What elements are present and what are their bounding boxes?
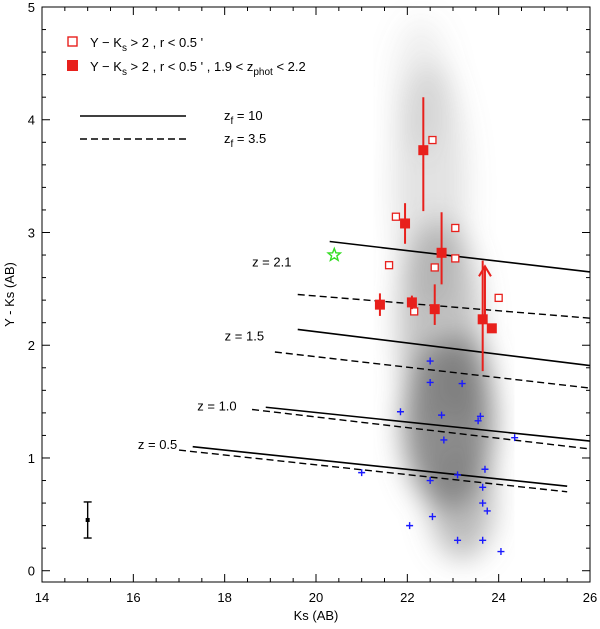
plus-point — [440, 436, 448, 444]
legend-text-part: = 10 — [233, 108, 262, 123]
typical-error-point — [85, 517, 90, 522]
filled-square-point — [429, 304, 440, 315]
legend-filled-square-marker — [67, 60, 78, 71]
plus-point — [483, 507, 491, 515]
plus-point — [426, 477, 434, 485]
track-solid-line — [329, 240, 591, 273]
legend-text-part: > 2 , r < 0.5 ' — [127, 35, 203, 50]
open-square-point — [391, 212, 401, 221]
legend-subscript: f — [231, 116, 234, 127]
track-solid-line — [265, 406, 591, 442]
y-tick-label: 5 — [28, 0, 35, 15]
plus-point — [438, 411, 446, 419]
filled-square-point — [406, 297, 417, 308]
x-tick-label: 14 — [35, 590, 49, 605]
x-tick-label: 26 — [583, 590, 597, 605]
plus-point — [476, 412, 484, 420]
legend-text-part: z — [224, 108, 231, 123]
legend-line-label: zf = 3.5 — [224, 131, 266, 150]
plus-point — [396, 408, 404, 416]
filled-square-point — [400, 218, 411, 229]
track-solid-line — [297, 328, 591, 367]
track-dashed-line — [251, 408, 591, 450]
model-tracks: z = 2.1 z = 1.5 z = 1.0 z = 0.5 — [138, 240, 591, 493]
legend-open-square-marker — [67, 36, 78, 47]
x-tick-label: 20 — [309, 590, 323, 605]
open-square-point — [384, 261, 394, 270]
legend-text-part: Y − K — [90, 35, 122, 50]
legend: Y − Ks > 2 , r < 0.5 'Y − Ks > 2 , r < 0… — [67, 35, 306, 150]
track-label: z = 0.5 — [138, 437, 177, 452]
x-tick-label: 16 — [126, 590, 140, 605]
plus-point — [454, 471, 462, 479]
legend-subscript: s — [122, 67, 127, 78]
legend-text-part: z — [224, 131, 231, 146]
filled-square-point — [477, 314, 488, 325]
filled-square-point — [418, 145, 429, 156]
filled-square-point — [486, 323, 497, 334]
x-tick-label: 18 — [217, 590, 231, 605]
plus-point — [358, 469, 366, 477]
track-label: z = 1.5 — [225, 329, 264, 344]
plus-point — [454, 536, 462, 544]
y-tick-label: 2 — [28, 338, 35, 353]
star-point — [326, 246, 343, 262]
plus-point — [406, 522, 414, 530]
plus-point — [428, 513, 436, 521]
density-background — [393, 18, 495, 560]
plus-point — [479, 483, 487, 491]
legend-text-part: > 2 , r < 0.5 ' , 1.9 < z — [127, 59, 253, 74]
open-square-point — [451, 254, 460, 263]
x-tick-label: 24 — [491, 590, 505, 605]
filled-square-point — [436, 247, 447, 258]
y-tick-label: 3 — [28, 225, 35, 240]
track-label: z = 1.0 — [197, 399, 236, 414]
plus-point — [426, 357, 434, 365]
open-square-point — [494, 293, 503, 303]
plus-point — [497, 548, 505, 556]
legend-text-part: Y − K — [90, 59, 122, 74]
track-solid-line — [192, 445, 568, 487]
y-axis-title: Y - Ks (AB) — [2, 262, 17, 327]
plot-frame — [41, 6, 591, 583]
density-blob — [393, 18, 449, 154]
data-points — [83, 97, 519, 556]
plus-point — [481, 465, 489, 473]
density-blob — [430, 446, 495, 560]
open-square-point — [428, 135, 437, 145]
track-label: z = 2.1 — [252, 254, 291, 269]
legend-subscript: f — [231, 139, 234, 150]
y-tick-label: 1 — [28, 451, 35, 466]
open-square-point — [410, 307, 419, 316]
density-blobs — [393, 18, 495, 560]
legend-label: Y − Ks > 2 , r < 0.5 ' — [90, 35, 203, 54]
plus-point — [426, 378, 434, 386]
open-square-point — [430, 263, 439, 272]
density-blob — [443, 333, 490, 425]
open-square-point — [451, 223, 460, 233]
y-tick-label: 4 — [28, 113, 35, 128]
axes: 14 16 18 20 22 24 26 0 1 2 3 4 5 — [28, 0, 597, 605]
plus-point — [479, 536, 487, 544]
x-axis-title: Ks (AB) — [294, 608, 339, 623]
plus-point — [479, 499, 487, 507]
legend-subscript: phot — [253, 67, 273, 78]
plus-point — [474, 417, 482, 425]
legend-subscript: s — [122, 43, 127, 54]
track-dashed-line — [297, 293, 591, 319]
plus-point — [511, 434, 519, 442]
legend-text-part: < 2.2 — [273, 59, 306, 74]
x-tick-label: 22 — [400, 590, 414, 605]
y-tick-label: 0 — [28, 564, 35, 579]
plus-point — [458, 380, 466, 388]
track-dashed-line — [274, 351, 591, 389]
legend-label: Y − Ks > 2 , r < 0.5 ' , 1.9 < zphot < 2… — [90, 59, 306, 78]
track-dashed-line — [178, 449, 568, 493]
filled-square-point — [374, 299, 385, 310]
legend-text-part: = 3.5 — [233, 131, 266, 146]
legend-line-label: zf = 10 — [224, 108, 263, 127]
